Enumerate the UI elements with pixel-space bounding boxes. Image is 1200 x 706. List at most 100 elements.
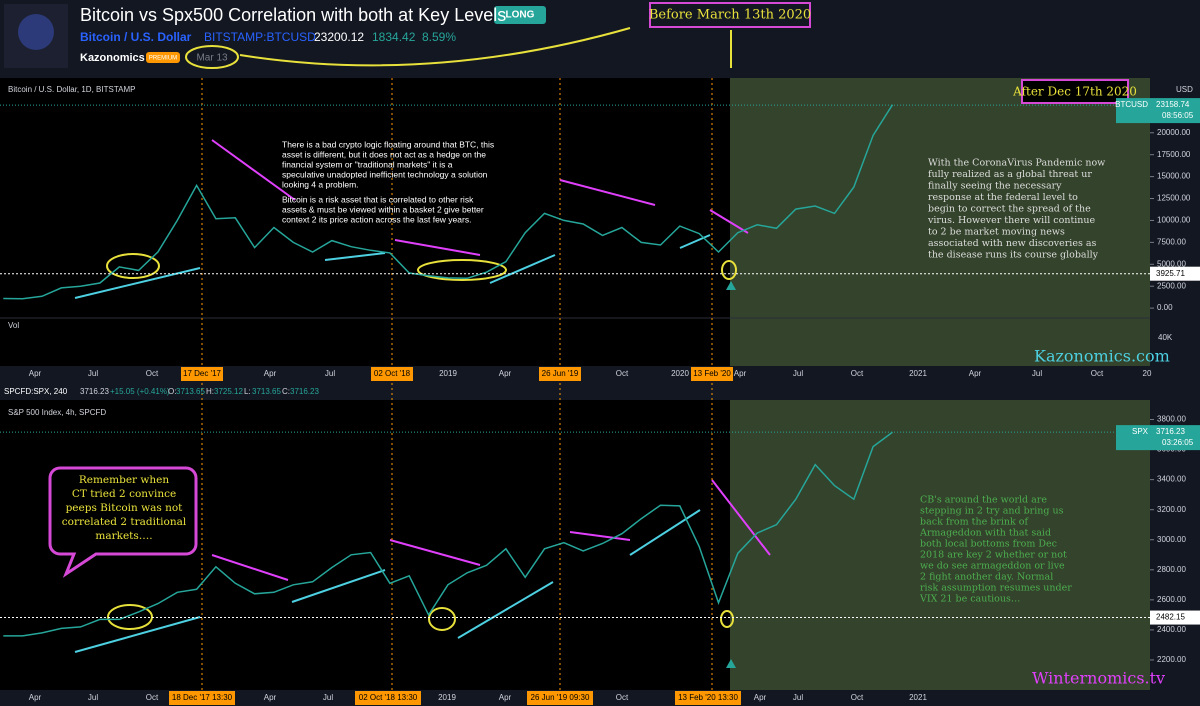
y-tick-label: 2600.00 bbox=[1157, 595, 1186, 604]
date: Mar 13 bbox=[196, 53, 228, 64]
ellipse bbox=[185, 45, 239, 69]
annotation-line: fully realized as a global threat ur bbox=[928, 169, 1092, 180]
ohlc: 3713.65 bbox=[252, 387, 281, 396]
key-date-box bbox=[181, 367, 223, 381]
x-tick-label: Oct bbox=[616, 369, 629, 378]
legend: S&P 500 Index, 4h, SPCFD bbox=[8, 408, 106, 417]
annotation-line: Armageddon with that said bbox=[919, 528, 1051, 539]
price-tag bbox=[1116, 425, 1200, 451]
key-date: 26 Jun '19 09:30 bbox=[531, 693, 590, 702]
badge bbox=[494, 6, 546, 24]
y-tick-label: 0.00 bbox=[1157, 303, 1173, 312]
ohlc: 3725.12 bbox=[214, 387, 243, 396]
x-tick-label: Oct bbox=[146, 693, 159, 702]
annotation-line: 2 fight another day. Normal bbox=[920, 572, 1053, 583]
key-date: 02 Oct '18 bbox=[374, 369, 411, 378]
x-tick-label: Apr bbox=[264, 693, 277, 702]
x-tick-label: Oct bbox=[851, 693, 864, 702]
x-tick-label: Jul bbox=[323, 693, 333, 702]
tag-countdown: 03:26:05 bbox=[1162, 438, 1194, 447]
y-tick-label: 17500.00 bbox=[1157, 150, 1191, 159]
annotation-line: peeps Bitcoin was not bbox=[66, 502, 184, 514]
x-tick-label: 2020 bbox=[671, 369, 689, 378]
key-date: 02 Oct '18 13:30 bbox=[359, 693, 418, 702]
price: 23200.12 bbox=[314, 30, 364, 44]
annotation-line: Bitcoin is a risk asset that is correlat… bbox=[282, 194, 474, 204]
annotation-line: speculative unadopted inefficient techno… bbox=[282, 169, 488, 179]
annotation-line: financial system or "traditional markets… bbox=[282, 159, 453, 169]
drawings bbox=[74, 139, 771, 653]
y-tick-label: 5000.00 bbox=[1157, 259, 1186, 268]
volume-label: Vol bbox=[8, 321, 19, 330]
y-tick-label: 3000.00 bbox=[1157, 535, 1186, 544]
x-tick-label: 20 bbox=[1143, 369, 1152, 378]
annotation-line: back from the brink of bbox=[920, 517, 1030, 528]
change: 1834.42 bbox=[372, 30, 416, 44]
annotation-line: risk assumption resumes under bbox=[920, 583, 1072, 594]
annotation-line: both local bottoms from Dec bbox=[920, 539, 1057, 550]
annotation-line: the disease runs its course globally bbox=[928, 250, 1099, 261]
y-tick-label: 3200.00 bbox=[1157, 505, 1186, 514]
avatar bbox=[18, 14, 54, 50]
spx-symbol: SPCFD:SPX, 240 bbox=[4, 387, 68, 396]
level-tag bbox=[1150, 610, 1200, 625]
x-tick-label: Apr bbox=[969, 369, 982, 378]
annotation-line: virus. However there will continue bbox=[927, 215, 1096, 226]
ohlc: O: bbox=[168, 387, 176, 396]
tag-price: 3716.23 bbox=[1156, 427, 1185, 436]
annotation-line: response at the federal level to bbox=[928, 192, 1078, 203]
annotation-line: looking 4 a problem. bbox=[282, 179, 359, 189]
legend: Bitcoin / U.S. Dollar, 1D, BITSTAMP bbox=[8, 85, 135, 94]
level-label: 3925.71 bbox=[1156, 269, 1185, 278]
box bbox=[649, 2, 811, 28]
annotation-line: context 2 its price action across the la… bbox=[282, 214, 471, 224]
annotation: After Dec 17th 2020 bbox=[1012, 85, 1137, 99]
x-tick-label: Jul bbox=[88, 693, 98, 702]
y-tick-label: 15000.00 bbox=[1157, 172, 1191, 181]
y-tick-label: 10000.00 bbox=[1157, 216, 1191, 225]
badge-text: LONG bbox=[506, 10, 535, 21]
symbol-code: BITSTAMP:BTCUSD bbox=[204, 30, 316, 44]
key-date-box bbox=[371, 367, 413, 381]
y-tick-label: 2200.00 bbox=[1157, 655, 1186, 664]
annotation: Before March 13th 2020 bbox=[649, 8, 811, 23]
up-arrow bbox=[726, 659, 736, 668]
key-date: 26 Jun '19 bbox=[542, 369, 579, 378]
annotation-line: There is a bad crypto logic floating aro… bbox=[282, 139, 494, 149]
annotation-line: VIX 21 be cautious… bbox=[919, 594, 1020, 605]
key-date: 17 Dec '17 bbox=[183, 369, 222, 378]
y-tick-label: 2500.00 bbox=[1157, 281, 1186, 290]
x-tick-label: Oct bbox=[616, 693, 629, 702]
currency: USD bbox=[1176, 85, 1193, 94]
annotation-line: finally seeing the necessary bbox=[928, 181, 1062, 192]
price-line bbox=[3, 104, 894, 300]
key-date-box bbox=[527, 691, 593, 705]
x-tick-label: 2019 bbox=[439, 369, 457, 378]
annotation-line: CB's around the world are bbox=[920, 495, 1047, 506]
annotation-line: CT tried 2 convince bbox=[72, 488, 176, 500]
level-label: 2482.15 bbox=[1156, 613, 1185, 622]
title: Bitcoin vs Spx500 Correlation with both … bbox=[80, 5, 506, 25]
watermark: Winternomics.tv bbox=[1032, 669, 1165, 688]
author-badge: PREMIUM bbox=[149, 56, 177, 62]
x-tick-label: Apr bbox=[499, 369, 512, 378]
spx-change: +15.05 (+0.41%) bbox=[110, 387, 170, 396]
key-date-box bbox=[691, 367, 733, 381]
price-tag bbox=[1116, 98, 1200, 124]
annotation-line: to 2 be market moving news bbox=[928, 227, 1065, 238]
x-tick-label: Jul bbox=[325, 369, 335, 378]
y-tick-label: 20000.00 bbox=[1157, 128, 1191, 137]
key-date: 13 Feb '20 13:30 bbox=[678, 693, 738, 702]
x-tick-label: Oct bbox=[1091, 369, 1104, 378]
key-date-lines bbox=[201, 78, 713, 690]
x-tick-label: 2019 bbox=[438, 693, 456, 702]
level-tag bbox=[1150, 266, 1200, 281]
key-date-box bbox=[539, 367, 581, 381]
tag-countdown: 08:56:05 bbox=[1162, 111, 1194, 120]
tag-symbol: BTCUSD bbox=[1115, 100, 1148, 109]
key-date-box bbox=[169, 691, 235, 705]
annotation-line: stepping in 2 try and bring us bbox=[920, 506, 1064, 517]
x-tick-label: Jul bbox=[793, 693, 803, 702]
y-tick-label: 7500.00 bbox=[1157, 237, 1186, 246]
